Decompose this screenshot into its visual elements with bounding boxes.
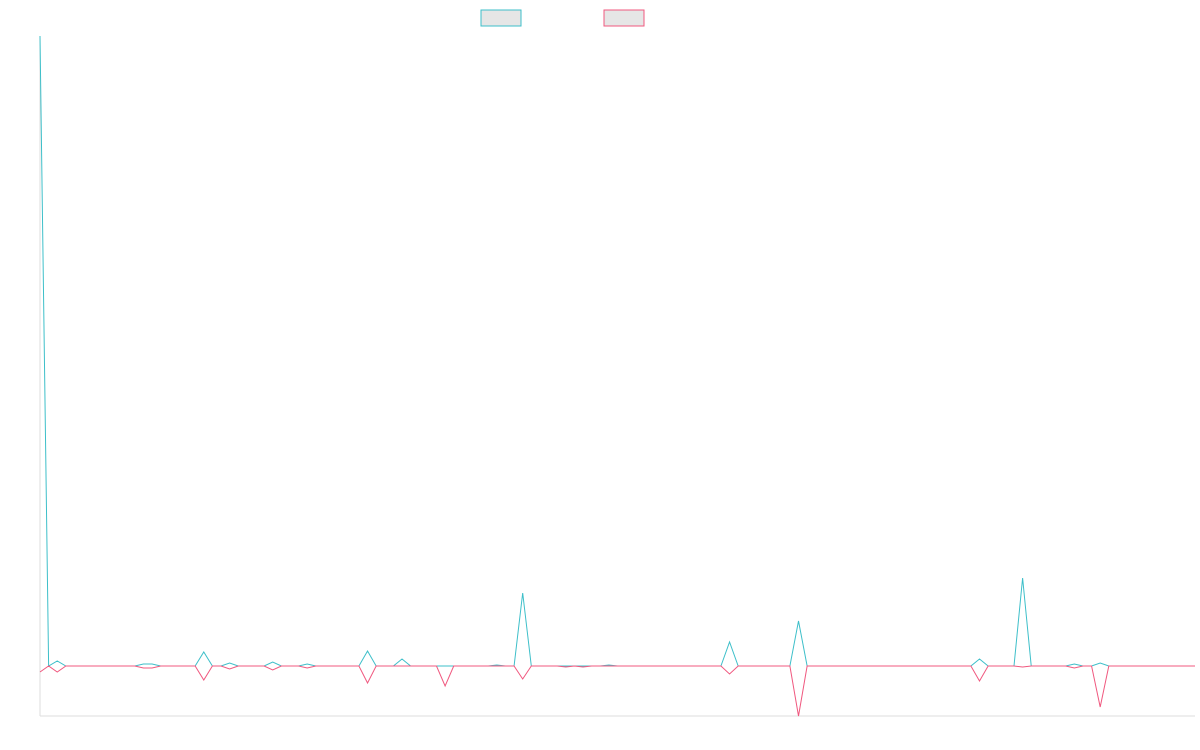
series-line bbox=[39, 35, 1195, 667]
legend-swatch bbox=[480, 9, 522, 27]
legend-swatch bbox=[603, 9, 645, 27]
series-line bbox=[39, 665, 1195, 717]
